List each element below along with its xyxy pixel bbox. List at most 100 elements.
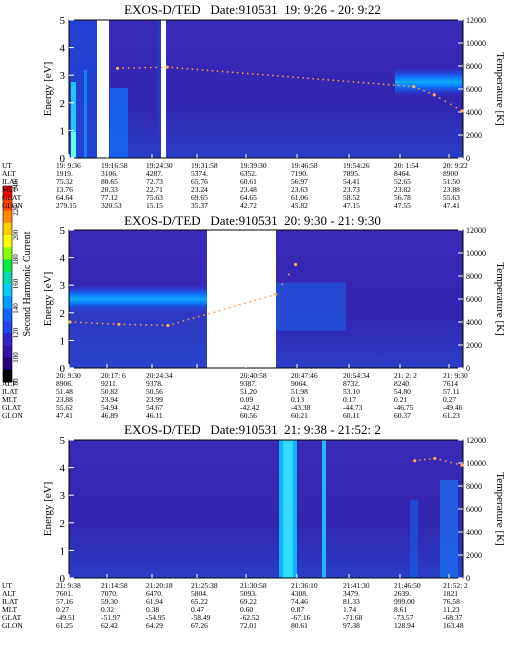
orbit-value: 80.61 xyxy=(291,621,308,630)
orbit-value: 62.42 xyxy=(101,621,118,630)
orbit-value: 60.37 xyxy=(394,411,411,420)
temperature-trace-dot xyxy=(418,459,421,462)
temperature-point xyxy=(274,292,278,296)
temperature-trace-dot xyxy=(133,67,136,69)
orbit-value: 0.27 xyxy=(443,395,457,404)
colorbar-tick-label: 100 xyxy=(12,352,20,363)
temperature-trace-dot xyxy=(187,318,190,321)
time-tick-label: 20: 9:22 xyxy=(443,161,468,170)
orbit-value: -44.73 xyxy=(343,403,363,412)
orbit-value: 7895. xyxy=(343,169,360,178)
orbit-value: 60.56 xyxy=(240,411,257,420)
colorbar-segment xyxy=(3,222,12,236)
orbit-row-label: GLON xyxy=(2,621,23,630)
orbit-value: 4287. xyxy=(146,169,163,178)
temperature-trace-dot xyxy=(297,76,299,79)
orbit-value: 55.62 xyxy=(56,403,73,412)
temperature-trace-dot xyxy=(449,103,452,106)
orbit-value: 999.00 xyxy=(394,597,415,606)
orbit-value: 56.78 xyxy=(394,193,411,202)
orbit-value: -49.46 xyxy=(443,403,463,412)
panel-title: EXOS-D/TED Date:910531 19: 9:26 - 20: 9:… xyxy=(124,2,381,17)
temperature-trace-dot xyxy=(128,323,131,326)
orbit-value: 46.11 xyxy=(146,411,163,420)
orbit-value: 67.26 xyxy=(191,621,208,630)
orbit-row-label: ALT xyxy=(2,589,16,598)
orbit-table: UT 20: 9:30 20:17: 6 20:24:34 20:40:58 20:47:… xyxy=(0,372,505,422)
temperature-tick-label: 0 xyxy=(466,574,470,583)
energy-tick-label: 2 xyxy=(60,308,66,320)
temperature-trace-dot xyxy=(444,460,447,463)
temperature-trace-dot xyxy=(347,80,350,83)
orbit-value: 45.82 xyxy=(291,201,308,210)
energy-tick-label: 2 xyxy=(60,98,66,110)
time-tick-label: 21:36:10 xyxy=(291,581,318,590)
orbit-table: UT 19: 9:36 19:16:58 19:24:30 19:31:58 19:39:… xyxy=(0,162,505,212)
orbit-value: 42.72 xyxy=(240,201,257,210)
temperature-trace-dot xyxy=(236,71,239,74)
orbit-value: 3479. xyxy=(343,589,360,598)
temperature-trace-dot xyxy=(149,66,152,69)
colorbar-segment xyxy=(3,271,12,285)
colorbar-tick-label: 140 xyxy=(12,303,20,314)
orbit-value: 23.63 xyxy=(291,185,308,194)
orbit-value: 0.87 xyxy=(291,605,305,614)
temperature-trace-dot xyxy=(332,79,335,82)
temperature-trace-dot xyxy=(176,67,179,69)
orbit-value: 64.65 xyxy=(240,193,257,202)
temperature-tick-label: 6000 xyxy=(466,505,482,514)
orbit-value: 51.98 xyxy=(291,387,308,396)
time-tick-label: 20:47:46 xyxy=(291,371,318,380)
energy-tick-label: 1 xyxy=(60,545,66,557)
orbit-value: 8732. xyxy=(343,379,360,388)
time-tick-label: 19:31:58 xyxy=(191,161,218,170)
colorbar-tick-label: 160 xyxy=(12,278,20,289)
energy-tick-label: 0 xyxy=(60,363,66,375)
orbit-value: 51.48 xyxy=(56,387,73,396)
time-tick-label: 19: 9:36 xyxy=(56,161,81,170)
temperature-point xyxy=(165,65,169,69)
spectrogram-panel-1: 0 1 2 3 4 5 Energy [eV] 0 2000 4000 6000 8000 10000 1… xyxy=(42,15,505,165)
orbit-value: 61.25 xyxy=(56,621,73,630)
orbit-value: 8240. xyxy=(394,379,411,388)
temperature-trace-dot xyxy=(208,312,210,315)
orbit-value: -42.42 xyxy=(240,403,260,412)
temperature-point xyxy=(433,456,437,460)
temperature-trace-dot xyxy=(342,80,345,83)
orbit-value: -67.16 xyxy=(291,613,311,622)
temperature-trace-dot xyxy=(197,315,200,318)
panel-title: EXOS-D/TED Date:910531 20: 9:30 - 21: 9:… xyxy=(124,213,381,228)
temperature-trace-dot xyxy=(387,83,390,86)
temperature-trace-dot xyxy=(288,273,290,276)
orbit-value: 3106. xyxy=(101,169,118,178)
orbit-value: 163.48 xyxy=(443,621,464,630)
temperature-point xyxy=(460,463,464,467)
orbit-value: 15.15 xyxy=(146,201,163,210)
orbit-value: 0.17 xyxy=(343,395,357,404)
temperature-tick-label: 4000 xyxy=(466,318,482,327)
orbit-value: 58.52 xyxy=(343,193,360,202)
temperature-trace-dot xyxy=(382,83,385,86)
temperature-trace-dot xyxy=(223,308,226,311)
temperature-trace-dot xyxy=(327,79,330,81)
temperature-trace-dot xyxy=(266,74,269,77)
temperature-trace-dot xyxy=(444,100,447,103)
orbit-value: 23.73 xyxy=(343,185,360,194)
orbit-value: 51.50 xyxy=(443,177,460,186)
time-tick-label: 20: 9:30 xyxy=(56,371,81,380)
temperature-point xyxy=(460,109,464,113)
orbit-value: 0.09 xyxy=(240,395,254,404)
temperature-trace-dot xyxy=(112,323,115,325)
temperature-trace-dot xyxy=(138,66,141,69)
temperature-trace-dot xyxy=(90,322,93,324)
colorbar-segment xyxy=(3,357,12,371)
temperature-trace-dot xyxy=(216,70,219,73)
energy-tick-label: 5 xyxy=(60,435,66,447)
orbit-value: 8906. xyxy=(56,379,73,388)
temperature-trace-dot xyxy=(218,309,221,312)
orbit-value: 69.65 xyxy=(191,193,208,202)
time-tick-label: 19:39:30 xyxy=(240,161,267,170)
orbit-value: 9387. xyxy=(240,379,257,388)
orbit-row-label: GLAT xyxy=(2,613,22,622)
colorbar-segment xyxy=(3,369,12,383)
